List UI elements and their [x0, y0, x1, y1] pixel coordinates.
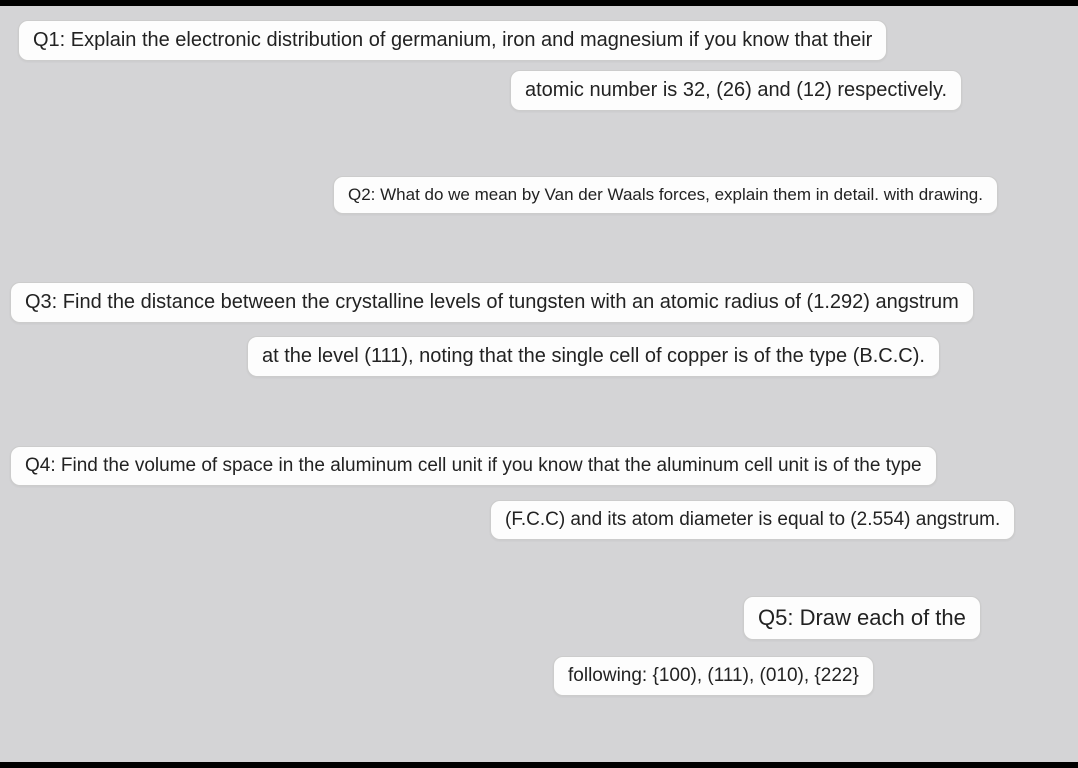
q2-line1: Q2: What do we mean by Van der Waals for…	[333, 176, 998, 214]
q1-line1: Q1: Explain the electronic distribution …	[18, 20, 887, 61]
q1-line2: atomic number is 32, (26) and (12) respe…	[510, 70, 962, 111]
q5-line2: following: {100), (111), (010), {222}	[553, 656, 874, 696]
q3-line1: Q3: Find the distance between the crysta…	[10, 282, 974, 323]
q3-line2: at the level (111), noting that the sing…	[247, 336, 940, 377]
q4-line2: (F.C.C) and its atom diameter is equal t…	[490, 500, 1015, 540]
q4-line1: Q4: Find the volume of space in the alum…	[10, 446, 937, 486]
q5-line1: Q5: Draw each of the	[743, 596, 981, 640]
